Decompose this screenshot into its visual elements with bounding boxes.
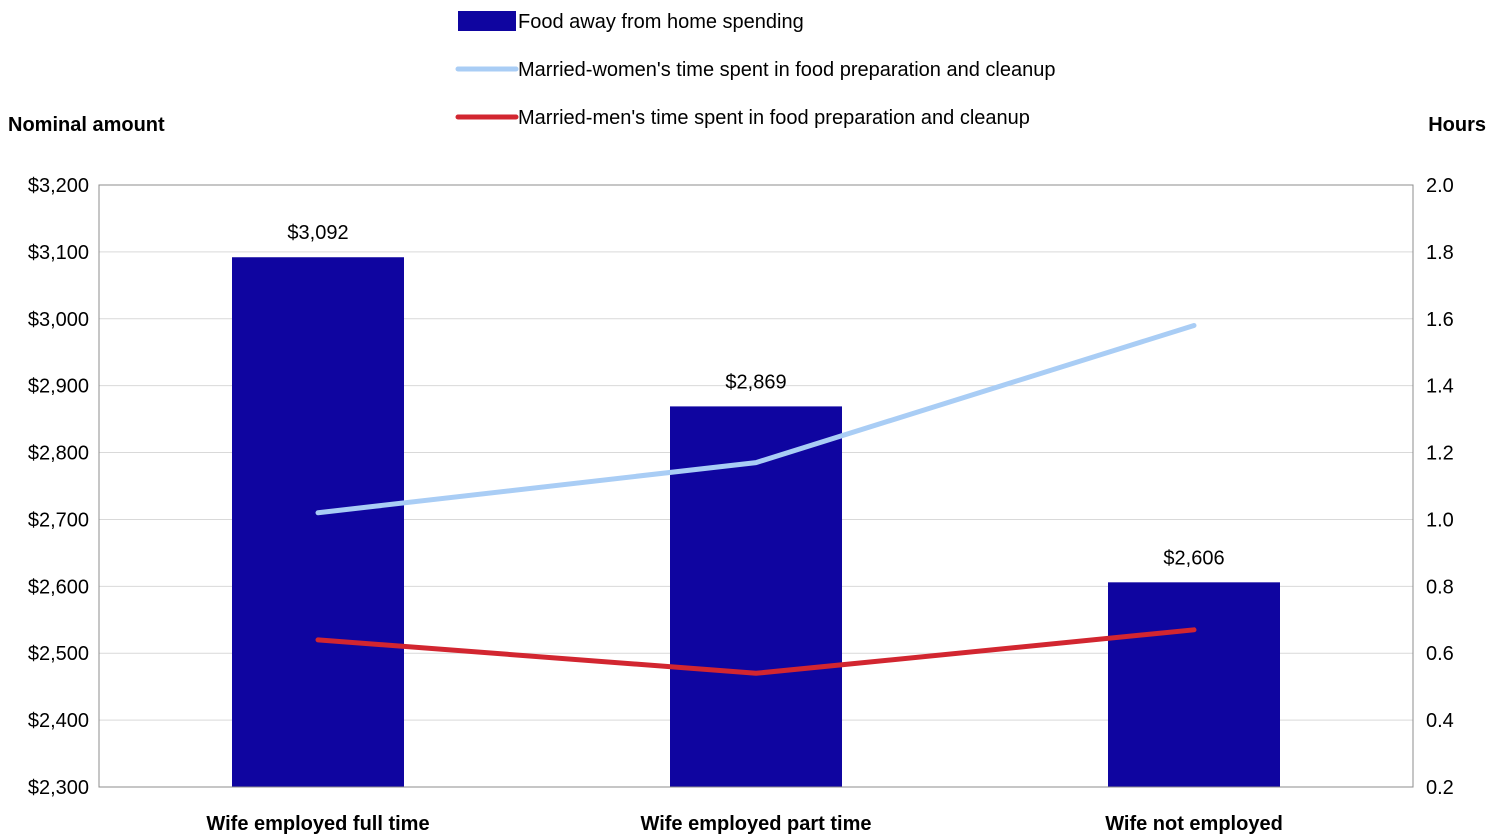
left-tick-label: $3,100 <box>28 242 89 264</box>
left-tick-label: $2,900 <box>28 376 89 398</box>
right-tick-label: 2.0 <box>1426 175 1454 197</box>
category-axis-labels: Wife employed full time Wife employed par… <box>206 813 1282 835</box>
series-line <box>315 322 1197 516</box>
left-axis-title: Nominal amount <box>8 114 165 136</box>
right-axis-title: Hours <box>1428 114 1486 136</box>
category-label: Wife employed part time <box>641 813 872 835</box>
left-axis-ticks: $3,200 $3,100 $3,000 $2,900 $2,800 $2,700 $2,6… <box>28 175 89 799</box>
plot-area-border <box>98 184 1414 788</box>
left-tick-label: $2,300 <box>28 777 89 799</box>
bar <box>232 257 404 787</box>
right-tick-label: 1.8 <box>1426 242 1454 264</box>
right-tick-label: 0.6 <box>1426 643 1454 665</box>
line-series <box>315 322 1197 676</box>
category-label: Wife not employed <box>1105 813 1283 835</box>
right-axis-ticks: 2.0 1.8 1.6 1.4 1.2 1.0 0.8 0.6 0.4 0.2 <box>1426 175 1454 799</box>
legend: Food away from home spending Married-wome… <box>455 11 1055 129</box>
right-tick-label: 1.0 <box>1426 509 1454 531</box>
bar-data-label: $3,092 <box>287 222 348 244</box>
category-label: Wife employed full time <box>206 813 429 835</box>
right-tick-label: 1.4 <box>1426 376 1454 398</box>
bar-data-label: $2,869 <box>725 371 786 393</box>
right-tick-label: 0.4 <box>1426 710 1454 732</box>
right-tick-label: 0.2 <box>1426 777 1454 799</box>
left-tick-label: $2,500 <box>28 643 89 665</box>
left-tick-label: $3,000 <box>28 309 89 331</box>
right-tick-label: 0.8 <box>1426 576 1454 598</box>
legend-label: Food away from home spending <box>518 11 804 33</box>
legend-label: Married-women's time spent in food prepa… <box>518 59 1055 81</box>
legend-label: Married-men's time spent in food prepara… <box>518 107 1030 129</box>
left-tick-label: $3,200 <box>28 175 89 197</box>
left-tick-label: $2,600 <box>28 576 89 598</box>
bar-series <box>232 257 1280 787</box>
right-tick-label: 1.2 <box>1426 443 1454 465</box>
right-tick-label: 1.6 <box>1426 309 1454 331</box>
bar-data-labels: $3,092 $2,869 $2,606 <box>287 222 1224 569</box>
series-line <box>315 627 1197 676</box>
left-tick-label: $2,700 <box>28 509 89 531</box>
left-tick-label: $2,400 <box>28 710 89 732</box>
bar-data-label: $2,606 <box>1163 547 1224 569</box>
left-tick-label: $2,800 <box>28 443 89 465</box>
bar <box>1108 582 1280 787</box>
legend-swatch-bar <box>458 11 516 31</box>
